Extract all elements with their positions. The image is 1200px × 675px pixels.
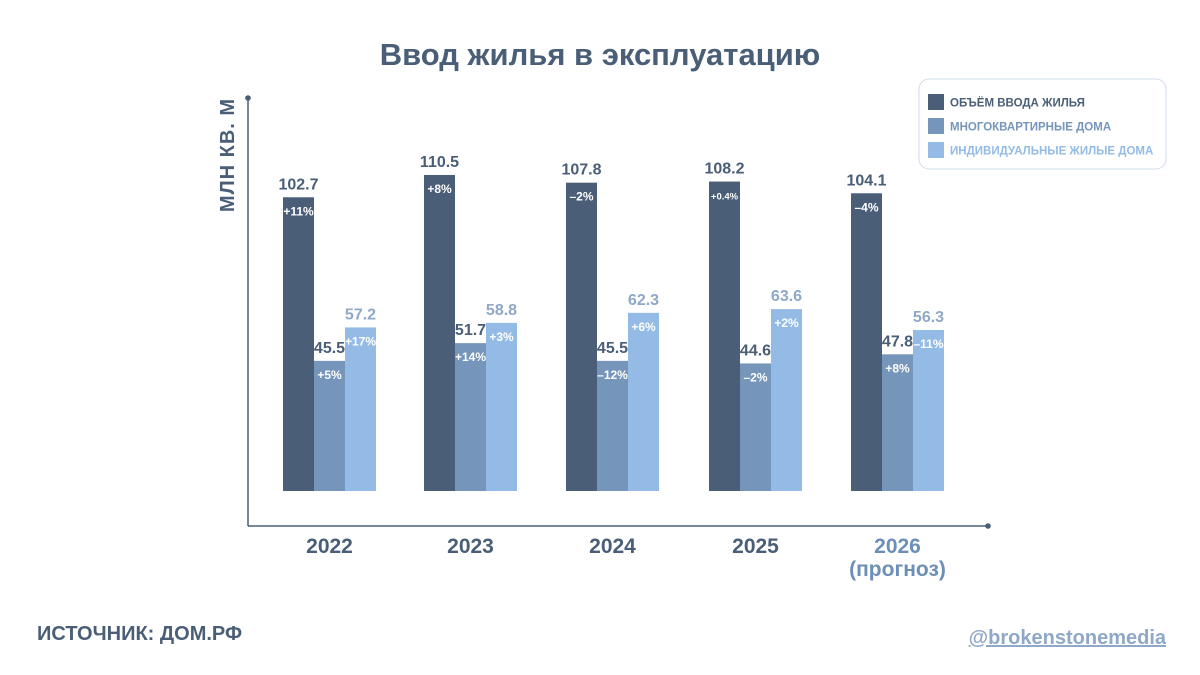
change-label-2025-series-3: +2% (774, 316, 799, 330)
value-label-2023-series-2: 51.7 (455, 322, 486, 339)
change-label-2022-series-2: +5% (317, 368, 342, 382)
value-label-2024-series-1: 107.8 (561, 162, 601, 179)
x-tick-label-2024: 2024 (589, 535, 636, 558)
legend-swatch-series-2 (928, 118, 944, 134)
value-label-2022-series-1: 102.7 (278, 176, 318, 193)
bar-2025-series-3 (771, 309, 802, 491)
bar-2022-series-2 (314, 360, 345, 491)
change-label-2023-series-1: +8% (427, 182, 452, 196)
value-label-2022-series-3: 57.2 (345, 306, 376, 323)
bar-2022-series-3 (345, 327, 376, 491)
bar-2023-series-2 (455, 343, 486, 491)
y-axis-end-dot (245, 95, 251, 101)
change-label-2026-series-2: +8% (885, 361, 910, 375)
value-label-2024-series-3: 62.3 (628, 292, 659, 309)
bar-2026-series-2 (882, 354, 913, 491)
chart-title: Ввод жилья в эксплуатацию (380, 37, 821, 72)
y-axis-label: МЛН КВ. М (217, 98, 239, 212)
change-label-2026-series-3: –11% (913, 337, 943, 351)
change-label-2022-series-1: +11% (283, 204, 314, 218)
x-tick-label-2025: 2025 (732, 535, 779, 558)
bar-2026-series-1 (851, 193, 882, 492)
value-label-2024-series-2: 45.5 (597, 340, 628, 357)
change-label-2023-series-2: +14% (455, 350, 486, 364)
legend-label-series-1: ОБЪЁМ ВВОДА ЖИЛЬЯ (950, 97, 1085, 110)
legend-swatch-series-3 (928, 142, 944, 158)
value-label-2026-series-2: 47.8 (882, 333, 913, 350)
legend-box (918, 78, 1167, 170)
legend-swatch-series-1 (928, 94, 944, 110)
bar-2025-series-2 (740, 363, 771, 491)
value-label-2025-series-1: 108.2 (704, 161, 744, 178)
value-label-2026-series-3: 56.3 (913, 309, 944, 326)
change-label-2024-series-3: +6% (631, 320, 656, 334)
value-label-2025-series-3: 63.6 (771, 288, 802, 305)
bar-2022-series-1 (283, 197, 314, 491)
value-label-2023-series-1: 110.5 (420, 154, 459, 171)
change-label-2022-series-3: +17% (345, 334, 376, 348)
change-label-2025-series-2: –2% (743, 370, 767, 384)
value-label-2023-series-3: 58.8 (486, 302, 517, 319)
bars-group: 102.7 +11% 45.5 +5% 57.2 +17% 110.5 +8% 51.7 +14%… (278, 154, 944, 492)
value-label-2022-series-2: 45.5 (314, 340, 345, 357)
legend: ОБЪЁМ ВВОДА ЖИЛЬЯ МНОГОКВАРТИРНЫЕ ДОМА ИНД… (918, 78, 1167, 170)
x-tick-label-2026: 2026 (874, 535, 921, 558)
author-handle-link[interactable]: @brokenstonemedia (969, 627, 1167, 649)
legend-label-series-2: МНОГОКВАРТИРНЫЕ ДОМА (950, 122, 1111, 134)
bar-2025-series-1 (709, 181, 740, 491)
bar-2026-series-3 (913, 329, 944, 491)
change-label-2023-series-3: +3% (489, 330, 514, 344)
change-label-2024-series-1: –2% (569, 190, 593, 204)
legend-label-series-3: ИНДИВИДУАЛЬНЫЕ ЖИЛЫЕ ДОМА (950, 146, 1153, 158)
x-axis-end-dot (985, 523, 991, 529)
x-tick-labels: 2022 2023 2024 2025 2026(прогноз) (306, 535, 946, 581)
bar-2023-series-3 (486, 322, 517, 491)
change-label-2026-series-1: –4% (854, 200, 878, 214)
bar-2024-series-2 (597, 360, 628, 491)
x-tick-sublabel-2026: (прогноз) (849, 558, 946, 581)
bar-2023-series-1 (424, 174, 455, 491)
bar-2024-series-1 (566, 182, 597, 491)
change-label-2025-series-1: +0.4% (711, 192, 739, 203)
value-label-2025-series-2: 44.6 (740, 342, 771, 359)
value-label-2026-series-1: 104.1 (846, 172, 886, 189)
bar-2024-series-3 (628, 312, 659, 491)
source-label: ИСТОЧНИК: ДОМ.РФ (37, 623, 242, 645)
x-tick-label-2023: 2023 (447, 535, 494, 558)
change-label-2024-series-2: –12% (597, 368, 628, 382)
x-tick-label-2022: 2022 (306, 535, 353, 558)
